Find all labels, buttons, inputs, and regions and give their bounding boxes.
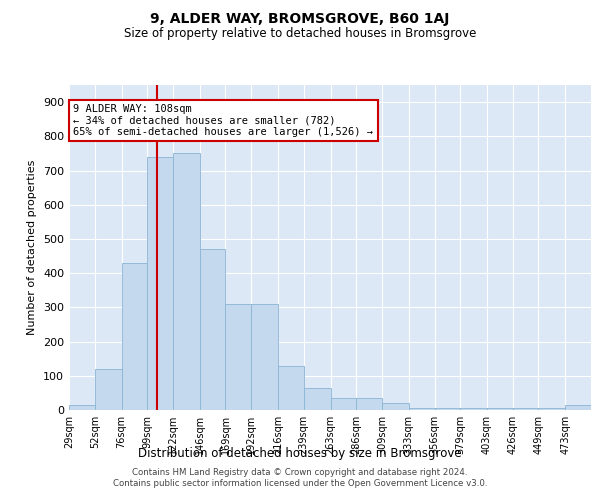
- Bar: [95, 369, 122, 410]
- Bar: [200, 249, 226, 410]
- Bar: [331, 398, 356, 410]
- Text: 9, ALDER WAY, BROMSGROVE, B60 1AJ: 9, ALDER WAY, BROMSGROVE, B60 1AJ: [151, 12, 449, 26]
- Text: Distribution of detached houses by size in Bromsgrove: Distribution of detached houses by size …: [138, 448, 462, 460]
- Bar: [122, 263, 147, 410]
- Bar: [147, 157, 173, 410]
- Text: Contains HM Land Registry data © Crown copyright and database right 2024.
Contai: Contains HM Land Registry data © Crown c…: [113, 468, 487, 487]
- Bar: [251, 304, 278, 410]
- Bar: [278, 366, 304, 410]
- Bar: [565, 405, 591, 410]
- Bar: [409, 408, 434, 410]
- Bar: [226, 304, 251, 410]
- Bar: [513, 408, 538, 410]
- Bar: [538, 408, 565, 410]
- Text: 9 ALDER WAY: 108sqm
← 34% of detached houses are smaller (782)
65% of semi-detac: 9 ALDER WAY: 108sqm ← 34% of detached ho…: [73, 104, 373, 137]
- Bar: [434, 408, 460, 410]
- Bar: [460, 408, 487, 410]
- Text: Size of property relative to detached houses in Bromsgrove: Size of property relative to detached ho…: [124, 28, 476, 40]
- Bar: [356, 398, 382, 410]
- Bar: [382, 403, 409, 410]
- Bar: [304, 388, 331, 410]
- Y-axis label: Number of detached properties: Number of detached properties: [28, 160, 37, 335]
- Bar: [173, 154, 200, 410]
- Bar: [487, 408, 513, 410]
- Bar: [69, 405, 95, 410]
